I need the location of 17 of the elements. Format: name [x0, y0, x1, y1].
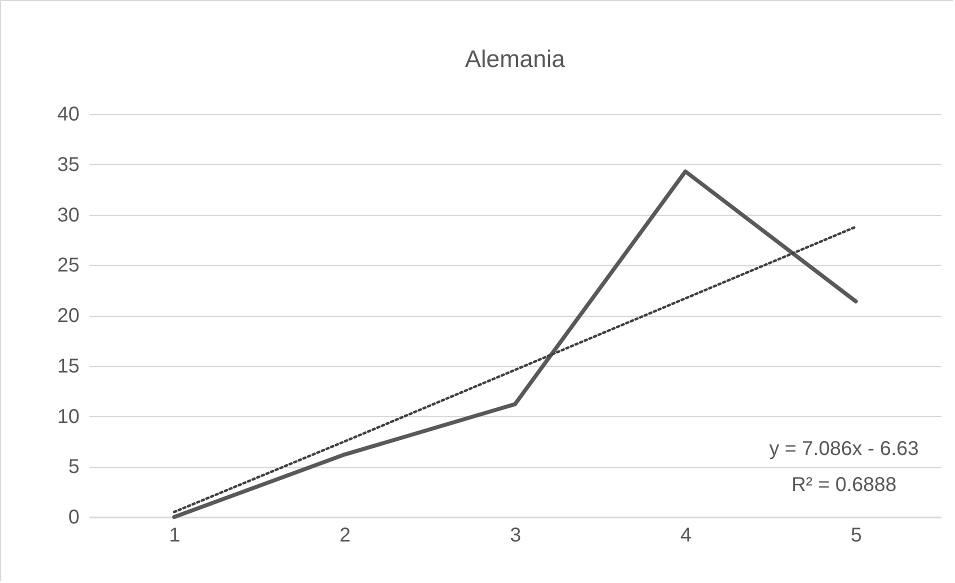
y-tick-label: 30	[57, 204, 80, 226]
y-tick-label: 5	[68, 456, 80, 478]
x-tick-label: 3	[510, 524, 522, 546]
y-tick-label: 35	[57, 154, 80, 176]
x-tick-label: 4	[680, 524, 692, 546]
x-tick-label: 1	[169, 524, 180, 546]
y-tick-label: 20	[57, 305, 80, 327]
chart-title: Alemania	[464, 46, 566, 73]
y-tick-label: 25	[57, 254, 80, 277]
annotation: y = 7.086x - 6.63	[769, 438, 919, 460]
x-tick-label: 2	[340, 524, 351, 546]
y-tick-label: 15	[57, 355, 80, 378]
y-tick-label: 0	[68, 506, 80, 528]
annotation: R² = 0.6888	[791, 474, 897, 496]
x-tick-label: 5	[850, 524, 862, 546]
y-tick-label: 40	[57, 104, 80, 126]
y-tick-label: 10	[57, 406, 80, 428]
